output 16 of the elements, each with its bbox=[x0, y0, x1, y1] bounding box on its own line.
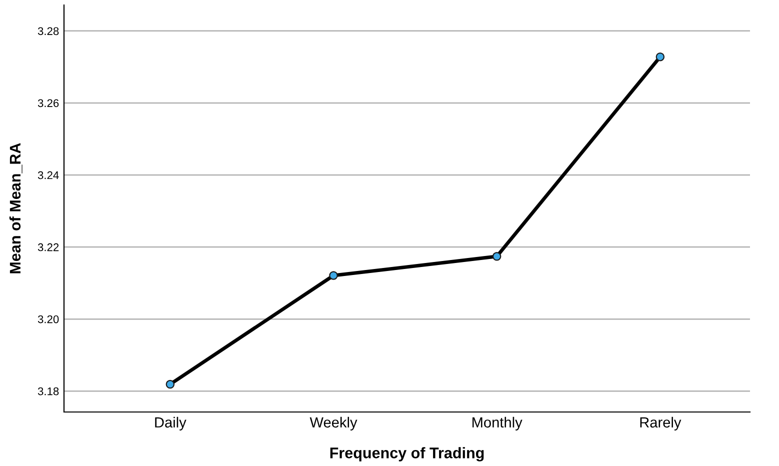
point bbox=[329, 271, 338, 280]
y-tick-label: 3.28 bbox=[38, 27, 59, 36]
x-tick-label: Rarely bbox=[640, 416, 682, 430]
point bbox=[656, 52, 665, 62]
y-tick-label: 3.22 bbox=[38, 243, 59, 252]
y-tick-label: 3.26 bbox=[38, 99, 59, 108]
x-tick-label: Daily bbox=[155, 416, 186, 430]
x-tick-label: Weekly bbox=[310, 416, 358, 430]
x-axis-title: Frequency of Trading bbox=[330, 447, 484, 462]
point bbox=[166, 380, 175, 389]
point bbox=[492, 252, 502, 261]
y-tick-label: 3.20 bbox=[38, 315, 59, 324]
y-tick-label: 3.24 bbox=[38, 171, 59, 180]
x-tick-label: Monthly bbox=[472, 416, 522, 430]
y-axis-title: Mean of Mean_RA bbox=[9, 143, 22, 274]
y-tick-label: 3.18 bbox=[38, 387, 59, 396]
